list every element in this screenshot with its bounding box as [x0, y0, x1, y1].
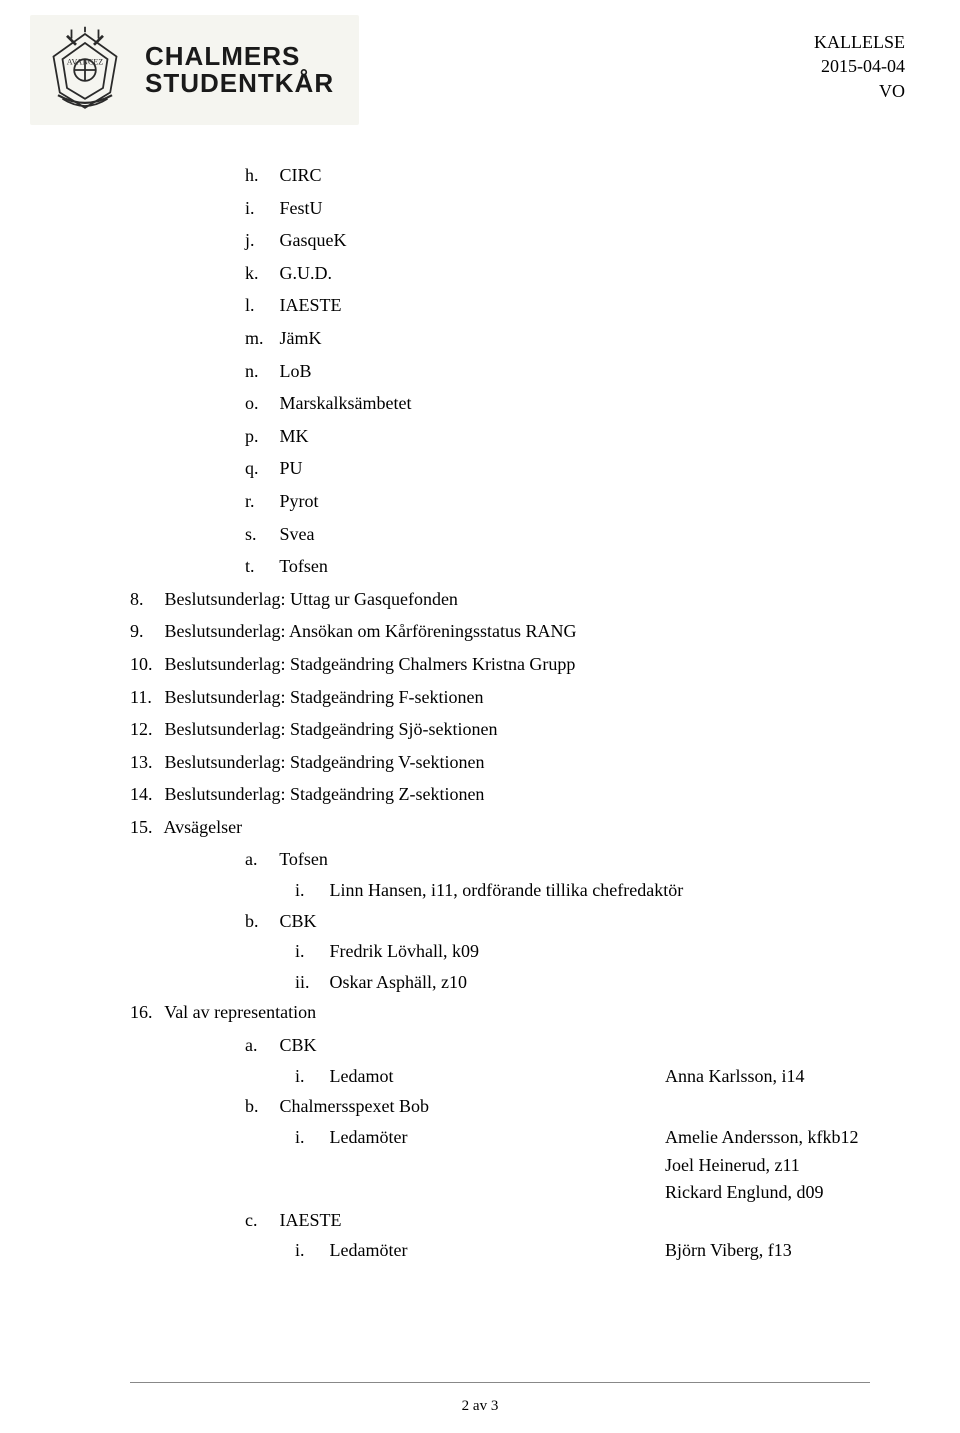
- item-16a-i: i. Ledamot Anna Karlsson, i14: [130, 1061, 900, 1092]
- footer-rule: [130, 1382, 870, 1383]
- item-16b-i-line3: Rickard Englund, d09: [130, 1179, 900, 1205]
- list-item: 14. Beslutsunderlag: Stadgeändring Z-sek…: [130, 779, 900, 810]
- list-item: o. Marskalksämbetet: [130, 388, 900, 419]
- list-item: p. MK: [130, 421, 900, 452]
- item-16c: c. IAESTE: [130, 1205, 900, 1236]
- document-header: AVANCEZ CHALMERS STUDENTKÅR KALLELSE 201…: [0, 0, 960, 130]
- svg-text:AVANCEZ: AVANCEZ: [67, 58, 104, 67]
- list-item: m. JämK: [130, 323, 900, 354]
- list-item: s. Svea: [130, 519, 900, 550]
- wordmark: CHALMERS STUDENTKÅR: [145, 43, 334, 98]
- doc-type: KALLELSE: [814, 30, 905, 54]
- item-16c-i: i. Ledamöter Björn Viberg, f13: [130, 1235, 900, 1266]
- header-meta: KALLELSE 2015-04-04 VO: [814, 30, 905, 103]
- logo-area: AVANCEZ CHALMERS STUDENTKÅR: [30, 15, 359, 125]
- wordmark-line1: CHALMERS: [145, 43, 334, 70]
- list-item: 8. Beslutsunderlag: Uttag ur Gasquefonde…: [130, 584, 900, 615]
- item-16b: b. Chalmersspexet Bob: [130, 1091, 900, 1122]
- item-15a-i: i. Linn Hansen, i11, ordförande tillika …: [130, 875, 900, 906]
- item-15b: b. CBK: [130, 906, 900, 937]
- list-item: 9. Beslutsunderlag: Ansökan om Kårföreni…: [130, 616, 900, 647]
- chalmers-emblem-icon: AVANCEZ: [40, 25, 130, 115]
- item-16: 16. Val av representation: [130, 997, 900, 1028]
- document-body: h. CIRCi. FestUj. GasqueKk. G.U.D.l. IAE…: [0, 130, 960, 1266]
- item-16a: a. CBK: [130, 1030, 900, 1061]
- list-item: k. G.U.D.: [130, 258, 900, 289]
- list-item: 12. Beslutsunderlag: Stadgeändring Sjö-s…: [130, 714, 900, 745]
- wordmark-line2: STUDENTKÅR: [145, 70, 334, 97]
- list-item: i. FestU: [130, 193, 900, 224]
- list-item: j. GasqueK: [130, 225, 900, 256]
- item-15b-ii: ii. Oskar Asphäll, z10: [130, 967, 900, 998]
- list-item: l. IAESTE: [130, 290, 900, 321]
- doc-date: 2015-04-04: [814, 54, 905, 78]
- list-item: n. LoB: [130, 356, 900, 387]
- list-item: h. CIRC: [130, 160, 900, 191]
- page-number: 2 av 3: [0, 1398, 960, 1415]
- list-item: 13. Beslutsunderlag: Stadgeändring V-sek…: [130, 747, 900, 778]
- list-item: r. Pyrot: [130, 486, 900, 517]
- item-15: 15. Avsägelser: [130, 812, 900, 843]
- doc-author: VO: [814, 79, 905, 103]
- item-16b-i-line2: Joel Heinerud, z11: [130, 1152, 900, 1178]
- list-item: 11. Beslutsunderlag: Stadgeändring F-sek…: [130, 682, 900, 713]
- item-15b-i: i. Fredrik Lövhall, k09: [130, 936, 900, 967]
- list-item: q. PU: [130, 453, 900, 484]
- item-15a: a. Tofsen: [130, 844, 900, 875]
- list-item: 10. Beslutsunderlag: Stadgeändring Chalm…: [130, 649, 900, 680]
- list-item: t. Tofsen: [130, 551, 900, 582]
- item-16b-i: i. Ledamöter Amelie Andersson, kfkb12: [130, 1122, 900, 1153]
